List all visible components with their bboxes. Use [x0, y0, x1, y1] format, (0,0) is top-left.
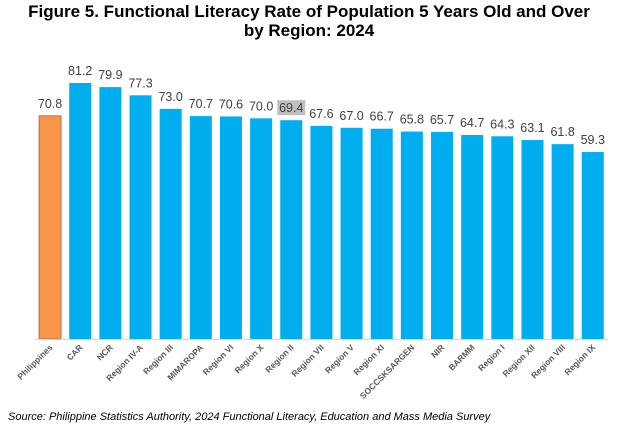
bar-region-ix: [581, 152, 604, 339]
category-label-car: CAR: [65, 342, 85, 362]
category-label-barmm: BARMM: [446, 342, 476, 372]
data-label-soccsksargen: 65.8: [400, 113, 424, 127]
bar-philippines: [38, 115, 62, 340]
chart-title: Figure 5. Functional Literacy Rate of Po…: [0, 2, 618, 40]
data-label-region-viii: 61.8: [550, 125, 574, 139]
data-label-region-iv-a: 77.3: [128, 76, 152, 90]
bar-region-v: [340, 127, 363, 340]
category-label-region-x: Region X: [232, 342, 265, 375]
bar-region-iv-a: [129, 95, 152, 339]
data-label-region-ii: 69.4: [279, 101, 303, 115]
category-label-region-i: Region I: [476, 342, 507, 373]
source-note: Source: Philippine Statistics Authority,…: [8, 411, 491, 423]
highlight-label-background: [277, 100, 306, 116]
category-label-nir: NIR: [429, 342, 446, 359]
category-label-region-vi: Region VI: [201, 342, 236, 377]
category-label-philippines: Philippines: [15, 342, 54, 381]
data-label-barmm: 64.7: [460, 116, 484, 130]
chart-title-line-1: Figure 5. Functional Literacy Rate of Po…: [28, 2, 590, 21]
bar-region-xi: [370, 128, 393, 339]
bar-mimaropa: [189, 116, 212, 339]
data-label-region-i: 64.3: [490, 117, 514, 131]
category-label-soccsksargen: SOCCSKSARGEN: [358, 342, 417, 401]
bar-region-iii: [159, 108, 182, 339]
bar-nir: [431, 131, 454, 339]
bar-car: [69, 83, 92, 339]
data-label-ncr: 79.9: [98, 68, 122, 82]
category-label-region-ix: Region IX: [562, 342, 597, 377]
category-label-region-vii: Region VII: [289, 342, 325, 378]
data-label-region-ix: 59.3: [581, 133, 605, 147]
bar-region-viii: [551, 144, 574, 339]
data-label-region-vi: 70.6: [219, 97, 243, 111]
bar-region-xii: [521, 140, 544, 339]
data-label-region-iii: 73.0: [158, 90, 182, 104]
bar-region-vii: [310, 125, 333, 339]
bar-region-i: [491, 136, 514, 339]
bar-soccsksargen: [400, 131, 423, 339]
bar-barmm: [461, 135, 484, 339]
data-label-car: 81.2: [68, 64, 92, 78]
data-label-region-vii: 67.6: [309, 107, 333, 121]
bar-region-x: [250, 118, 273, 339]
data-label-region-v: 67.0: [339, 109, 363, 123]
data-label-region-xii: 63.1: [520, 121, 544, 135]
data-label-region-xi: 66.7: [370, 110, 394, 124]
bar-region-ii: [280, 120, 303, 339]
category-label-ncr: NCR: [95, 342, 115, 362]
bar-region-vi: [219, 116, 242, 339]
data-label-region-x: 70.0: [249, 99, 273, 113]
data-label-mimaropa: 70.7: [189, 97, 213, 111]
data-label-nir: 65.7: [430, 113, 454, 127]
chart-title-line-2: by Region: 2024: [243, 21, 375, 40]
bar-ncr: [99, 87, 122, 339]
data-label-philippines: 70.8: [38, 97, 62, 111]
